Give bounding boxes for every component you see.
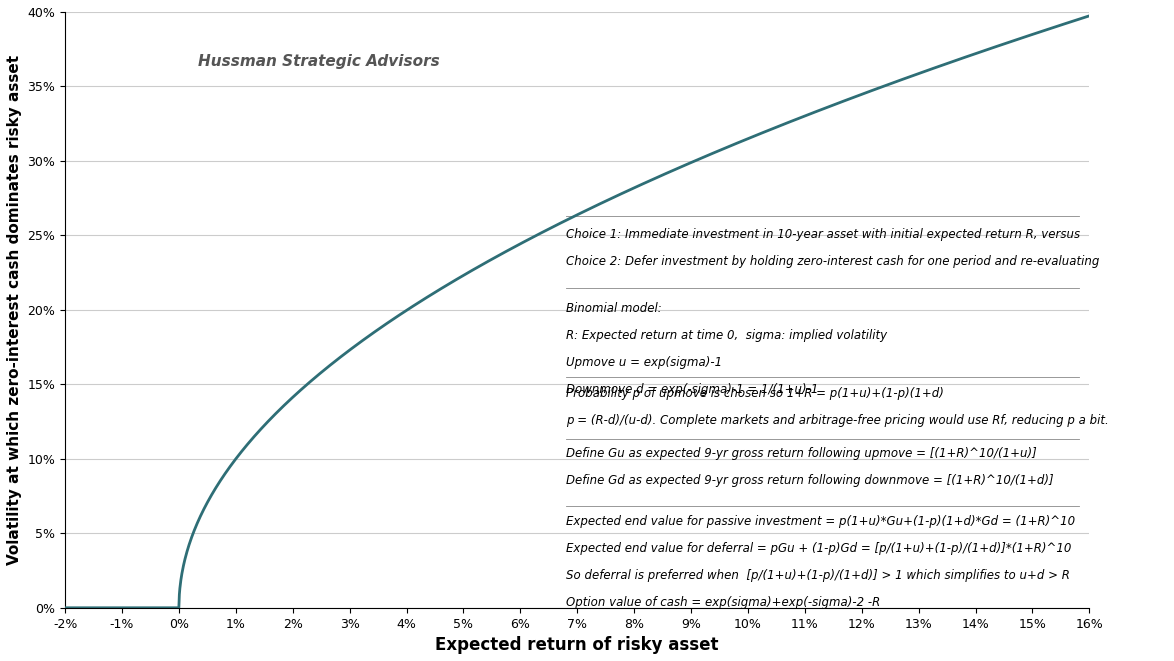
Text: Expected end value for passive investment = p(1+u)*Gu+(1-p)(1+d)*Gd = (1+R)^10: Expected end value for passive investmen… — [566, 516, 1075, 528]
Text: Choice 2: Defer investment by holding zero-interest cash for one period and re-e: Choice 2: Defer investment by holding ze… — [566, 254, 1099, 268]
Text: Define Gd as expected 9-yr gross return following downmove = [(1+R)^10/(1+d)]: Define Gd as expected 9-yr gross return … — [566, 474, 1053, 486]
Y-axis label: Volatility at which zero-interest cash dominates risky asset: Volatility at which zero-interest cash d… — [7, 55, 22, 565]
Text: So deferral is preferred when  [p/(1+u)+(1-p)/(1+d)] > 1 which simplifies to u+d: So deferral is preferred when [p/(1+u)+(… — [566, 569, 1070, 582]
Text: Expected end value for deferral = pGu + (1-p)Gd = [p/(1+u)+(1-p)/(1+d)]*(1+R)^10: Expected end value for deferral = pGu + … — [566, 542, 1071, 555]
Text: Choice 1: Immediate investment in 10-year asset with initial expected return R, : Choice 1: Immediate investment in 10-yea… — [566, 228, 1080, 241]
Text: Hussman Strategic Advisors: Hussman Strategic Advisors — [198, 54, 440, 69]
Text: Downmove d = exp(-sigma)-1 = 1/(1+u)-1: Downmove d = exp(-sigma)-1 = 1/(1+u)-1 — [566, 383, 818, 396]
Text: Option value of cash = exp(sigma)+exp(-sigma)-2 -R: Option value of cash = exp(sigma)+exp(-s… — [566, 596, 880, 609]
Text: Define Gu as expected 9-yr gross return following upmove = [(1+R)^10/(1+u)]: Define Gu as expected 9-yr gross return … — [566, 447, 1037, 460]
Text: R: Expected return at time 0,  sigma: implied volatility: R: Expected return at time 0, sigma: imp… — [566, 329, 888, 342]
Text: Probability p of upmove is chosen so 1+R = p(1+u)+(1-p)(1+d): Probability p of upmove is chosen so 1+R… — [566, 387, 944, 401]
Text: Binomial model:: Binomial model: — [566, 303, 662, 315]
Text: Upmove u = exp(sigma)-1: Upmove u = exp(sigma)-1 — [566, 356, 722, 369]
Text: p = (R-d)/(u-d). Complete markets and arbitrage-free pricing would use Rf, reduc: p = (R-d)/(u-d). Complete markets and ar… — [566, 414, 1108, 427]
X-axis label: Expected return of risky asset: Expected return of risky asset — [436, 636, 718, 654]
